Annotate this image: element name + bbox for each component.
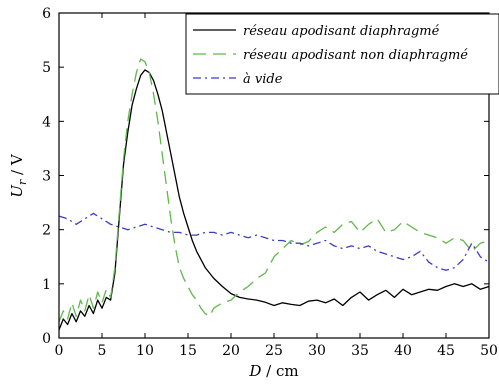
x-tick-label-15: 15	[179, 343, 197, 359]
series-layer	[58, 58, 490, 331]
x-tick-label-40: 40	[394, 343, 412, 359]
legend-box	[185, 13, 499, 95]
x-axis-label-unit: cm	[276, 362, 299, 380]
x-tick-label-5: 5	[98, 343, 107, 359]
x-tick-label-0: 0	[55, 343, 64, 359]
series-line-1	[58, 58, 490, 323]
y-axis-label-unit: V	[8, 153, 26, 166]
x-tick-label-10: 10	[136, 343, 154, 359]
x-tick-label-35: 35	[351, 343, 369, 359]
series-line-2	[58, 212, 490, 271]
y-tick-label-1: 1	[42, 277, 51, 293]
x-tick-label-30: 30	[308, 343, 326, 359]
y-tick-label-0: 0	[42, 331, 51, 347]
y-tick-label-5: 5	[42, 60, 51, 76]
y-axis-label: Ur / V	[8, 153, 29, 198]
y-tick-label-2: 2	[42, 223, 51, 239]
x-tick-label-25: 25	[265, 343, 283, 359]
y-tick-label-4: 4	[42, 114, 51, 130]
x-tick-label-45: 45	[437, 343, 455, 359]
x-tick-label-20: 20	[222, 343, 240, 359]
y-axis-label-var: U	[8, 184, 26, 198]
y-tick-label-6: 6	[42, 6, 51, 22]
y-tick-label-3: 3	[42, 169, 51, 185]
legend: réseau apodisant diaphragmé réseau apodis…	[185, 13, 499, 95]
x-axis-label: D / cm	[248, 362, 298, 380]
y-axis-label-sub: r	[16, 179, 29, 185]
series-line-0	[58, 69, 490, 331]
legend-label-2: à vide	[243, 72, 283, 87]
legend-label-0: réseau apodisant diaphragmé	[243, 24, 440, 39]
x-tick-label-50: 50	[480, 343, 498, 359]
legend-label-1: réseau apodisant non diaphragmé	[243, 48, 468, 63]
x-axis-label-var: D	[248, 362, 261, 380]
